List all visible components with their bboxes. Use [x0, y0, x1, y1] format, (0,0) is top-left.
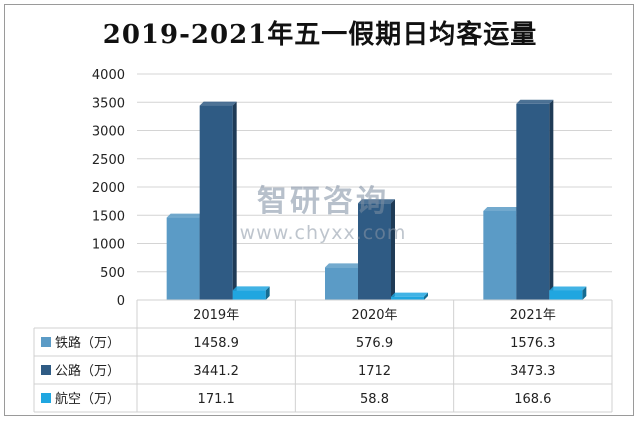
data-label: 171.1 — [198, 392, 235, 407]
chart-title: 2019-2021年五一假期日均客运量 — [102, 20, 538, 50]
bar-top — [166, 213, 204, 218]
legend-label: 铁路（万） — [55, 335, 120, 351]
bar — [325, 267, 358, 300]
bar-top — [549, 286, 587, 291]
data-label: 1712 — [358, 364, 391, 379]
y-tick-label: 1500 — [92, 209, 125, 224]
bar-side — [232, 101, 237, 300]
y-tick-label: 0 — [117, 294, 125, 309]
bar — [358, 203, 391, 300]
data-label: 3441.2 — [193, 364, 239, 379]
y-tick-label: 3000 — [92, 125, 125, 140]
bar-side — [582, 286, 587, 300]
y-tick-label: 2000 — [92, 181, 125, 196]
bar — [516, 103, 550, 301]
category-label: 2019年 — [193, 308, 239, 323]
legend-label: 航空（万） — [55, 391, 120, 407]
data-label: 168.6 — [514, 392, 551, 407]
data-label: 1458.9 — [193, 336, 239, 351]
category-label: 2020年 — [351, 308, 397, 323]
category-label: 2021年 — [510, 308, 556, 323]
bar-top — [391, 292, 428, 297]
bar — [483, 210, 517, 300]
data-label: 576.9 — [356, 336, 393, 351]
bar — [232, 290, 266, 300]
bar — [391, 296, 424, 300]
bar — [549, 290, 583, 300]
y-tick-label: 2500 — [92, 153, 125, 168]
data-label: 3473.3 — [510, 364, 556, 379]
bar-top — [325, 263, 362, 268]
bar-top — [232, 286, 270, 291]
legend-swatch — [41, 393, 51, 403]
bar-top — [358, 199, 395, 204]
bar-side — [391, 199, 395, 300]
bar-top — [199, 101, 237, 106]
legend-label: 公路（万） — [55, 363, 120, 379]
bar-side — [424, 292, 428, 300]
y-tick-label: 1000 — [92, 238, 125, 253]
legend-swatch — [41, 337, 51, 347]
bar-side — [265, 286, 270, 300]
legend-swatch — [41, 365, 51, 375]
bar — [199, 105, 233, 300]
y-tick-label: 3500 — [92, 96, 125, 111]
y-tick-label: 500 — [100, 266, 125, 281]
y-tick-label: 4000 — [92, 68, 125, 83]
bar-side — [549, 99, 554, 301]
data-label: 1576.3 — [510, 336, 556, 351]
bar — [166, 217, 200, 300]
bar-top — [483, 206, 521, 211]
bar-top — [516, 99, 554, 104]
data-label: 58.8 — [360, 392, 389, 407]
